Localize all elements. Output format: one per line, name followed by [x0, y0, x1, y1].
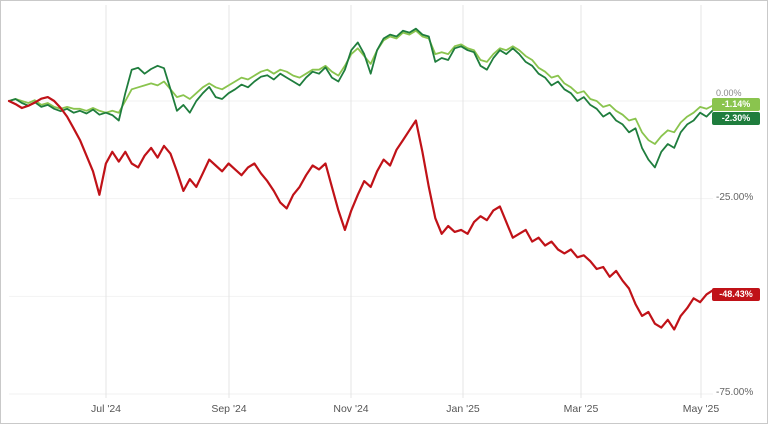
x-axis-tick-label: Nov '24	[333, 403, 369, 415]
y-axis-tick-label: 0.00%	[716, 88, 742, 98]
series-end-badge-dark-green: -2.30%	[712, 112, 760, 125]
x-axis-tick-label: Sep '24	[211, 403, 247, 415]
series-line-dark-green	[8, 27, 714, 169]
series-line-light-green	[8, 29, 714, 145]
series-end-badge-red: -48.43%	[712, 288, 760, 301]
x-axis-tick-label: Jan '25	[446, 403, 480, 415]
series-line-red	[7, 95, 715, 331]
series-end-badge-light-green: -1.14%	[712, 98, 760, 111]
y-axis-tick-label: -25.00%	[716, 192, 754, 203]
y-axis-tick-label: -75.00%	[716, 387, 754, 398]
x-axis-tick-label: Jul '24	[90, 403, 122, 415]
x-axis-tick-label: May '25	[682, 403, 720, 415]
x-axis-tick-label: Mar '25	[563, 403, 599, 415]
